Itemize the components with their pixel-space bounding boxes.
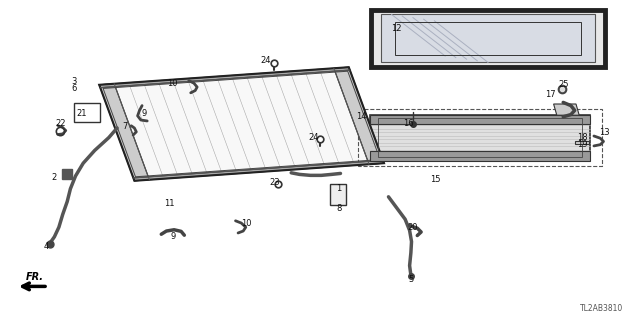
Bar [74,103,100,122]
Text: 19: 19 [577,140,588,148]
Text: 24: 24 [308,133,319,142]
Text: 9: 9 [141,109,147,118]
Text: 14: 14 [356,112,367,121]
Polygon shape [371,10,605,67]
Text: 24: 24 [260,56,271,65]
Text: 5: 5 [408,276,413,284]
Text: TL2AB3810: TL2AB3810 [580,304,623,313]
Polygon shape [370,115,590,161]
Text: 9: 9 [170,232,175,241]
Text: 21: 21 [76,109,86,118]
Polygon shape [575,141,589,144]
Polygon shape [554,104,579,115]
Text: 10: 10 [168,79,178,88]
Text: 16: 16 [403,119,413,128]
Polygon shape [99,84,149,181]
Text: 22: 22 [56,119,66,128]
Text: 3: 3 [71,77,76,86]
Text: 6: 6 [71,84,76,92]
Text: 18: 18 [577,133,588,142]
Polygon shape [99,67,384,181]
Text: 11: 11 [164,199,175,208]
Polygon shape [370,151,590,161]
Polygon shape [334,67,384,164]
Bar [330,184,346,205]
Text: 13: 13 [600,128,610,137]
Text: 17: 17 [545,90,556,99]
Text: 8: 8 [337,204,342,212]
Text: 23: 23 [270,178,280,187]
Text: 12: 12 [392,24,402,33]
Text: 15: 15 [430,175,440,184]
Polygon shape [99,67,350,88]
Text: 25: 25 [558,80,568,89]
Polygon shape [381,14,595,62]
Text: 10: 10 [241,220,252,228]
Polygon shape [133,160,384,181]
Text: 1: 1 [337,184,342,193]
Text: 4: 4 [44,242,49,251]
Text: 2: 2 [52,173,57,182]
Text: 7: 7 [122,122,127,131]
Text: 20: 20 [408,223,418,232]
Polygon shape [370,115,590,124]
Text: FR.: FR. [26,272,44,282]
